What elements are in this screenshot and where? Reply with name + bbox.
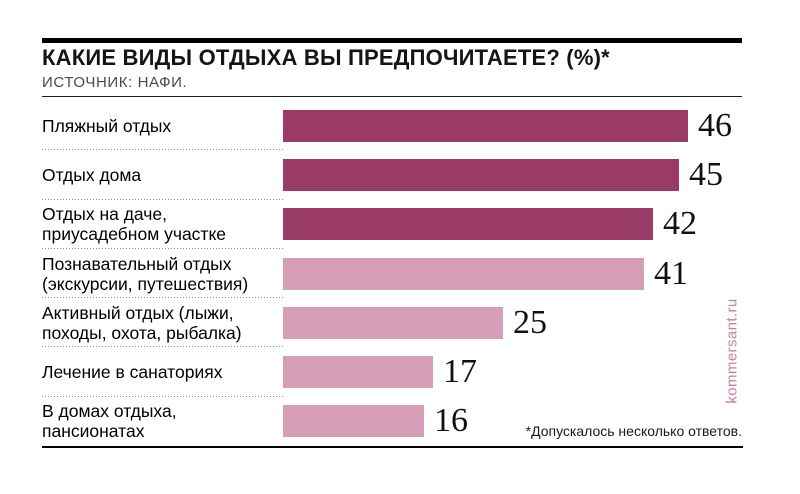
bar	[283, 208, 653, 241]
bar	[283, 405, 424, 438]
chart-title: КАКИЕ ВИДЫ ОТДЫХА ВЫ ПРЕДПОЧИТАЕТЕ? (%)*	[42, 45, 610, 70]
chart-row: Лечение в санаториях 17	[42, 347, 742, 398]
chart-source: ИСТОЧНИК: НАФИ.	[42, 74, 188, 91]
value-label: 46	[698, 106, 732, 144]
bar-chart: Пляжный отдых 46 Отдых дома 45 Отдых на …	[42, 101, 742, 446]
chart-row: В домах отдыха, пансионатах 16	[42, 397, 742, 446]
kommersant-credit: kommersant.ru	[723, 298, 741, 404]
category-label: Отдых дома	[42, 164, 142, 185]
chart-row: Активный отдых (лыжи, походы, охота, рыб…	[42, 298, 742, 348]
header-divider	[42, 96, 742, 97]
chart-row: Познавательный отдых (экскурсии, путешес…	[42, 249, 742, 299]
value-label: 42	[663, 205, 697, 243]
value-label: 17	[443, 353, 477, 391]
bar	[283, 356, 433, 389]
bar	[283, 306, 503, 339]
value-label: 45	[689, 155, 723, 193]
category-label: Отдых на даче, приусадебном участке	[42, 204, 227, 245]
category-label: Познавательный отдых (экскурсии, путешес…	[42, 253, 249, 294]
value-label: 25	[513, 303, 547, 341]
chart-row: Пляжный отдых 46	[42, 101, 742, 151]
chart-row: Отдых на даче, приусадебном участке 42	[42, 200, 742, 250]
category-label: Лечение в санаториях	[42, 362, 223, 383]
category-label: Пляжный отдых	[42, 115, 172, 136]
bar	[283, 158, 679, 191]
bar	[283, 109, 688, 142]
value-label: 41	[654, 254, 688, 292]
value-label: 16	[434, 402, 468, 440]
category-label: Активный отдых (лыжи, походы, охота, рыб…	[42, 302, 242, 343]
category-label: В домах отдыха, пансионатах	[42, 401, 177, 442]
bar	[283, 257, 644, 290]
chart-row: Отдых дома 45	[42, 150, 742, 200]
top-rule	[42, 38, 742, 43]
footnote: *Допускалось несколько ответов.	[525, 423, 742, 439]
bottom-rule	[42, 446, 743, 448]
